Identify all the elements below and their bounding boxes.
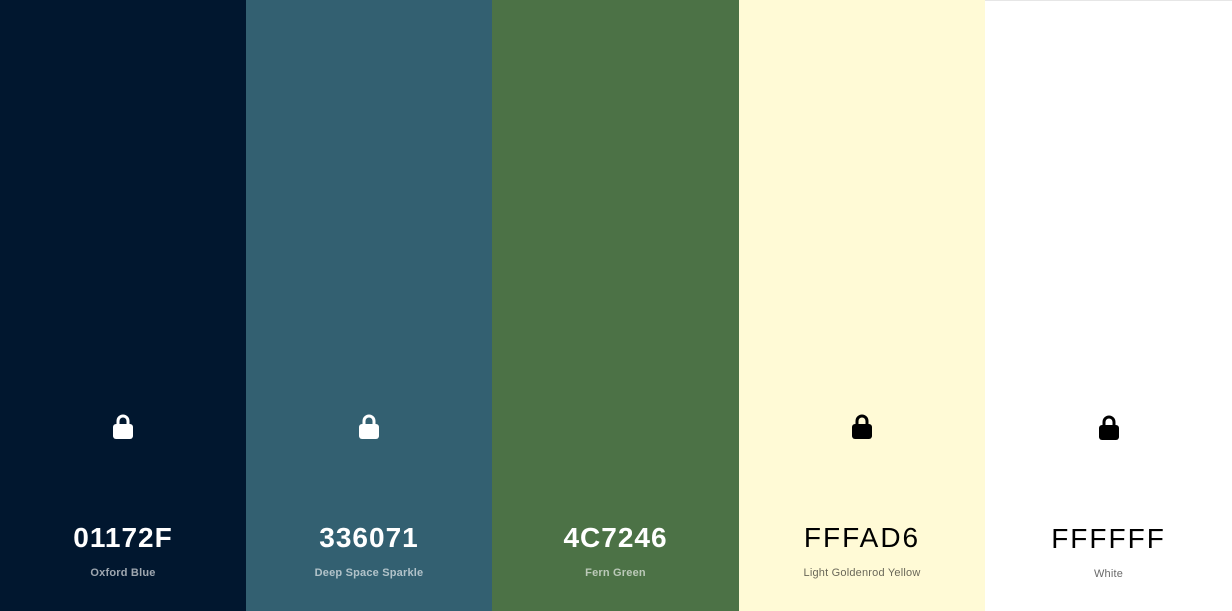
color-hex-code[interactable]: 4C7246: [563, 522, 668, 553]
lock-icon[interactable]: [357, 413, 381, 441]
color-hex-code[interactable]: FFFAD6: [803, 522, 921, 553]
lock-icon[interactable]: [850, 413, 874, 441]
lock-icon[interactable]: [111, 413, 135, 441]
color-hex-code[interactable]: FFFFFF: [1051, 523, 1166, 554]
color-name: White: [1093, 568, 1124, 580]
color-swatch[interactable]: FFFAD6 Light Goldenrod Yellow: [739, 0, 985, 611]
color-swatch[interactable]: 4C7246 Fern Green: [492, 0, 739, 611]
color-swatch[interactable]: FFFFFF White: [985, 0, 1232, 611]
color-name: Oxford Blue: [90, 567, 156, 579]
color-name: Light Goldenrod Yellow: [803, 567, 921, 579]
color-swatch[interactable]: 01172F Oxford Blue: [0, 0, 246, 611]
color-hex-code[interactable]: 336071: [319, 522, 419, 553]
color-swatch[interactable]: 336071 Deep Space Sparkle: [246, 0, 492, 611]
color-name: Fern Green: [585, 567, 646, 579]
color-name: Deep Space Sparkle: [314, 567, 424, 579]
color-hex-code[interactable]: 01172F: [73, 522, 173, 553]
lock-icon[interactable]: [1097, 414, 1121, 442]
